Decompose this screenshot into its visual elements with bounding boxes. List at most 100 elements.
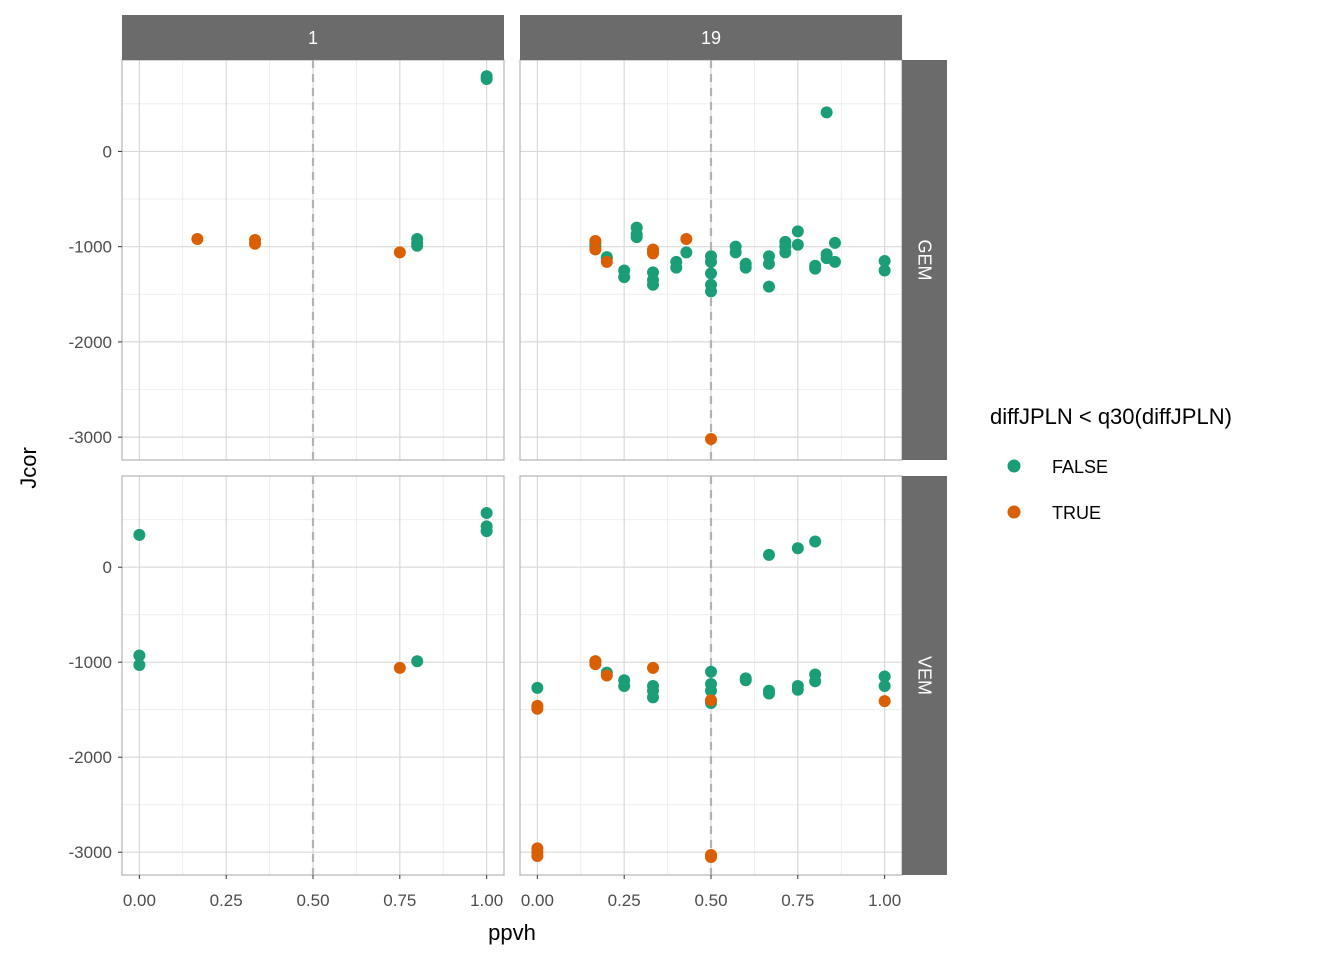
- point-true: [647, 247, 660, 260]
- strips-layer: 1 19 GEM VEM: [122, 15, 947, 875]
- legend-label-true: TRUE: [1052, 503, 1101, 523]
- point-true: [191, 233, 204, 246]
- point-true: [705, 694, 717, 707]
- y-tick-label: -2000: [69, 333, 112, 352]
- legend-title: diffJPLN < q30(diffJPLN): [990, 404, 1232, 429]
- point-false: [411, 655, 424, 668]
- point-false: [828, 255, 841, 268]
- x-tick-label: 0.50: [296, 891, 329, 910]
- point-false: [762, 687, 775, 700]
- point-true: [600, 255, 613, 268]
- strip-row-gem: [902, 60, 947, 460]
- point-false: [739, 261, 752, 274]
- point-false: [647, 691, 660, 704]
- point-true: [393, 246, 406, 259]
- x-tick-label: 0.25: [608, 891, 641, 910]
- point-true: [393, 661, 406, 674]
- point-false: [820, 106, 833, 119]
- x-tick-label: 0.75: [383, 891, 416, 910]
- point-false: [828, 236, 841, 249]
- point-true: [878, 695, 891, 708]
- strip-label-col: 19: [701, 28, 721, 48]
- point-false: [791, 225, 804, 238]
- point-false: [762, 257, 775, 270]
- point-false: [878, 264, 891, 277]
- axes-layer: -3000 -2000 -1000 0 -3000 -2000 -1000 0 0.00 0.25…: [69, 142, 902, 910]
- point-false: [647, 278, 660, 291]
- x-tick-label: 0.25: [210, 891, 243, 910]
- point-true: [600, 669, 613, 682]
- y-tick-label: -2000: [69, 748, 112, 767]
- x-tick-label: 0.00: [123, 891, 156, 910]
- point-false: [791, 542, 804, 555]
- x-tick-label: 0.00: [521, 891, 554, 910]
- point-true: [589, 658, 602, 671]
- point-false: [791, 238, 804, 251]
- point-false: [480, 507, 493, 520]
- point-false: [480, 70, 493, 83]
- strip-row-vem: [902, 476, 947, 875]
- point-false: [480, 525, 493, 538]
- x-tick-label: 1.00: [868, 891, 901, 910]
- point-false: [133, 528, 146, 541]
- point-true: [589, 234, 602, 247]
- point-false: [630, 231, 643, 244]
- legend-key-false: [1007, 459, 1021, 473]
- strip-col-1: [122, 15, 504, 60]
- point-false: [878, 670, 891, 683]
- point-false: [618, 679, 631, 692]
- point-false: [705, 285, 717, 298]
- legend: diffJPLN < q30(diffJPLN) FALSE TRUE: [990, 404, 1232, 523]
- point-false: [705, 267, 717, 280]
- panel-19-vem: [519, 475, 903, 876]
- x-tick-label: 0.50: [694, 891, 727, 910]
- point-false: [705, 255, 717, 268]
- panel-19-gem: [519, 59, 903, 461]
- strip-label-row: GEM: [915, 239, 935, 280]
- point-true: [249, 237, 262, 250]
- strip-label-row: VEM: [915, 656, 935, 695]
- point-false: [618, 271, 631, 284]
- strip-label-col: 1: [308, 28, 318, 48]
- point-true: [647, 661, 660, 674]
- y-tick-label: -1000: [69, 238, 112, 257]
- y-tick-label: -1000: [69, 653, 112, 672]
- y-axis-title: Jcor: [16, 447, 41, 489]
- point-false: [133, 659, 146, 672]
- point-false: [762, 548, 775, 561]
- point-false: [670, 261, 683, 274]
- point-true: [680, 233, 693, 246]
- point-false: [680, 246, 693, 259]
- point-false: [705, 665, 717, 678]
- point-true: [705, 850, 717, 863]
- y-tick-label: 0: [103, 142, 112, 161]
- y-tick-label: 0: [103, 558, 112, 577]
- strip-col-19: [520, 15, 902, 60]
- point-false: [729, 246, 742, 259]
- x-tick-label: 1.00: [470, 891, 503, 910]
- point-true: [531, 702, 544, 715]
- point-false: [878, 254, 891, 267]
- point-false: [809, 675, 822, 688]
- panel-1-vem: [121, 475, 505, 876]
- x-tick-label: 0.75: [781, 891, 814, 910]
- panels-layer: [121, 59, 903, 876]
- point-false: [791, 683, 804, 696]
- y-tick-label: -3000: [69, 843, 112, 862]
- point-false: [878, 679, 891, 692]
- y-tick-label: -3000: [69, 428, 112, 447]
- point-true: [705, 433, 717, 446]
- legend-label-false: FALSE: [1052, 457, 1108, 477]
- point-false: [779, 246, 792, 259]
- x-axis-title: ppvh: [488, 920, 536, 945]
- point-false: [705, 684, 717, 697]
- panel-1-gem: [121, 59, 505, 461]
- legend-key-true: [1007, 505, 1021, 519]
- point-false: [762, 280, 775, 293]
- point-true: [531, 850, 544, 862]
- point-false: [411, 239, 424, 252]
- point-false: [739, 674, 752, 687]
- point-false: [809, 535, 822, 548]
- point-false: [531, 681, 544, 694]
